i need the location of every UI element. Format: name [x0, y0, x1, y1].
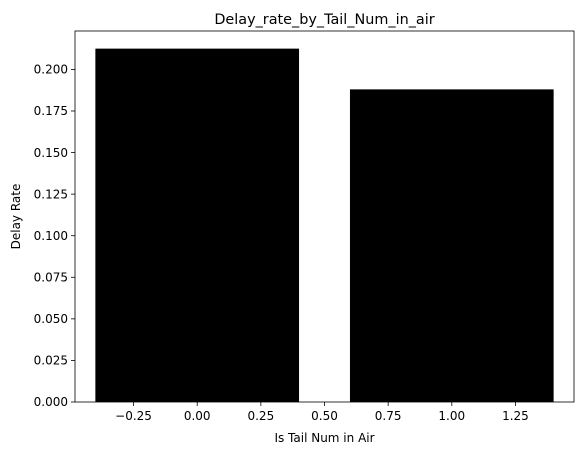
x-tick-label: 0.75	[375, 409, 402, 423]
y-tick-label: 0.200	[34, 63, 68, 77]
y-tick-label: 0.000	[34, 395, 68, 409]
y-tick-label: 0.150	[34, 146, 68, 160]
y-tick-label: 0.100	[34, 229, 68, 243]
chart-title: Delay_rate_by_Tail_Num_in_air	[214, 12, 434, 28]
x-tick-label: 1.00	[438, 409, 465, 423]
y-axis-label: Delay Rate	[9, 184, 23, 250]
y-tick-label: 0.075	[34, 270, 68, 284]
y-tick-label: 0.050	[34, 312, 68, 326]
x-tick-label: 0.25	[247, 409, 274, 423]
x-tick-label: 1.25	[502, 409, 529, 423]
bars-group	[95, 48, 554, 402]
bar-0	[95, 48, 300, 402]
y-axis-ticks: 0.000 0.025 0.050 0.075 0.100 0.125 0.150 0.175…	[34, 63, 75, 409]
y-tick-label: 0.025	[34, 354, 68, 368]
x-tick-label: −0.25	[115, 409, 152, 423]
y-tick-label: 0.175	[34, 104, 68, 118]
x-axis-ticks: −0.25 0.00 0.25 0.50 0.75 1.00 1.25	[115, 402, 529, 423]
x-tick-label: 0.50	[311, 409, 338, 423]
x-tick-label: 0.00	[184, 409, 211, 423]
y-tick-label: 0.125	[34, 187, 68, 201]
bar-1	[349, 89, 554, 402]
x-axis-label: Is Tail Num in Air	[274, 431, 374, 445]
